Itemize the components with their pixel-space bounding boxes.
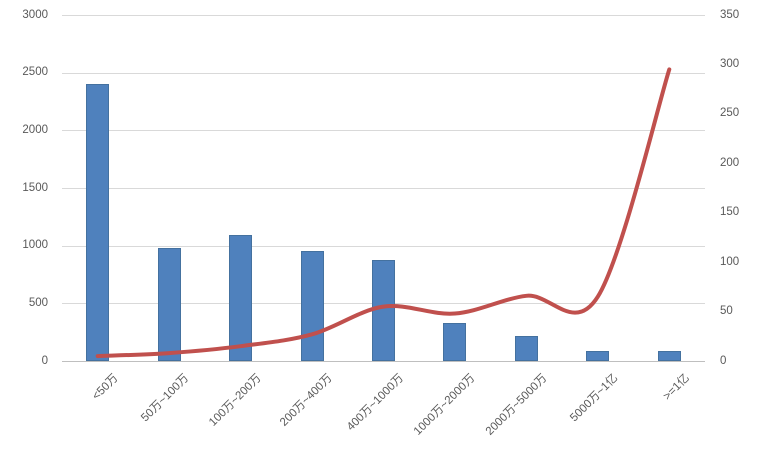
right-axis-tick: 300	[720, 57, 740, 70]
left-axis-tick: 0	[41, 354, 48, 367]
left-axis-tick: 2500	[22, 66, 48, 79]
x-axis-label: >=1亿	[661, 372, 692, 403]
x-axis-label: 50万~100万	[139, 372, 192, 425]
right-axis-tick: 100	[720, 255, 740, 268]
bar-5000万~1亿	[586, 350, 610, 361]
right-axis-tick: 50	[720, 305, 733, 318]
x-axis-label: 400万~1000万	[344, 372, 407, 434]
gridline	[62, 15, 705, 16]
right-axis-tick: 350	[720, 8, 740, 21]
bar-200万~400万	[300, 251, 324, 361]
bar->=1亿	[657, 350, 681, 361]
right-axis-tick: 0	[720, 354, 727, 367]
left-axis-tick: 1500	[22, 181, 48, 194]
bar-1000万~2000万	[443, 322, 467, 361]
x-axis-label: 2000万~5000万	[483, 372, 549, 438]
bar-2000万~5000万	[514, 335, 538, 361]
x-axis-label: 100万~200万	[206, 372, 264, 429]
left-axis-tick: 2000	[22, 123, 48, 136]
right-axis-tick: 200	[720, 156, 740, 169]
bar-400万~1000万	[372, 259, 395, 361]
gridline	[62, 188, 705, 189]
gridline	[62, 72, 705, 74]
left-axis-tick: 3000	[22, 8, 48, 21]
right-axis-tick: 250	[720, 107, 740, 120]
x-axis-label: <50万	[89, 372, 121, 403]
right-axis-tick: 150	[720, 206, 740, 219]
x-axis-line	[62, 361, 705, 362]
x-axis-label: 200万~400万	[278, 372, 335, 429]
bar-50万~100万	[157, 247, 181, 361]
left-axis-tick: 500	[28, 296, 48, 309]
left-axis-tick: 1000	[22, 239, 48, 252]
x-axis-label: 1000万~2000万	[411, 372, 478, 438]
gridline	[62, 130, 705, 132]
x-axis-label: 5000万~1亿	[568, 372, 621, 425]
bar-<50万	[86, 84, 110, 361]
gridline	[62, 245, 705, 247]
bar-100万~200万	[229, 235, 253, 361]
